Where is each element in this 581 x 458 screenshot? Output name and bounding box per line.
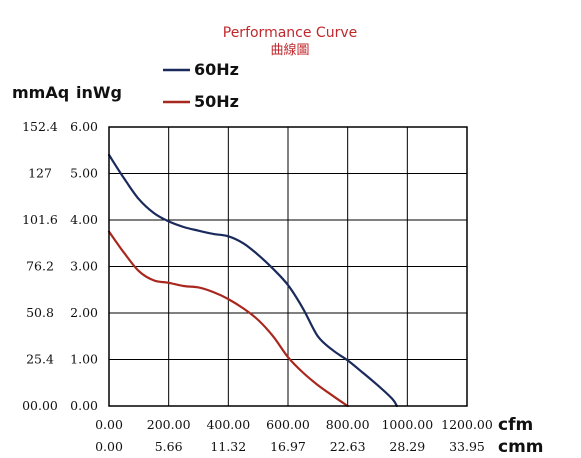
x-tick-label: 1200.00 — [441, 417, 493, 432]
series-line-50hz — [107, 230, 349, 408]
x2-tick-label: 28.29 — [389, 439, 425, 454]
y2-tick-label: 00.00 — [22, 398, 58, 413]
y-tick-label: 6.00 — [70, 119, 98, 134]
x2-tick-label: 16.97 — [270, 439, 306, 454]
x2-tick-label: 33.95 — [449, 439, 485, 454]
legend-label-60hz: 60Hz — [194, 60, 239, 79]
chart-title: Performance Curve — [223, 25, 357, 41]
chart-subtitle: 曲線圖 — [270, 42, 309, 58]
y2-tick-label: 152.4 — [22, 119, 58, 134]
x2-tick-label: 22.63 — [330, 439, 366, 454]
y-unit-primary: mmAq — [12, 83, 69, 102]
y-tick-label: 1.00 — [70, 352, 98, 367]
x-tick-label: 0.00 — [95, 417, 123, 432]
tick-labels: 0.00 0.00 200.00 5.66 400.00 11.32 600.00 16.97… — [22, 119, 493, 454]
y-tick-label: 2.00 — [70, 305, 98, 320]
x-tick-label: 800.00 — [326, 417, 370, 432]
legend: 60Hz 50Hz — [163, 60, 239, 111]
y-tick-label: 5.00 — [70, 166, 98, 181]
x-unit-secondary: cmm — [498, 437, 544, 457]
plot-frame — [108, 126, 468, 407]
grid — [108, 126, 468, 407]
x-tick-label: 400.00 — [206, 417, 250, 432]
x-tick-label: 1000.00 — [381, 417, 433, 432]
y-tick-label: 4.00 — [70, 212, 98, 227]
y-unit-secondary: inWg — [76, 83, 122, 102]
y2-tick-label: 101.6 — [22, 212, 58, 227]
curves — [107, 153, 398, 408]
legend-label-50hz: 50Hz — [194, 92, 239, 111]
y2-tick-label: 127 — [28, 166, 52, 181]
y-tick-label: 3.00 — [70, 259, 98, 274]
y2-tick-label: 76.2 — [26, 259, 54, 274]
y2-tick-label: 25.4 — [26, 352, 54, 367]
x2-tick-label: 5.66 — [155, 439, 183, 454]
x2-tick-label: 11.32 — [210, 439, 246, 454]
x-tick-label: 200.00 — [147, 417, 191, 432]
x-tick-label: 600.00 — [266, 417, 310, 432]
y-tick-label: 0.00 — [70, 398, 98, 413]
series-line-60hz — [107, 153, 398, 408]
x-unit-primary: cfm — [498, 415, 533, 435]
y2-tick-label: 50.8 — [26, 305, 54, 320]
x2-tick-label: 0.00 — [95, 439, 123, 454]
